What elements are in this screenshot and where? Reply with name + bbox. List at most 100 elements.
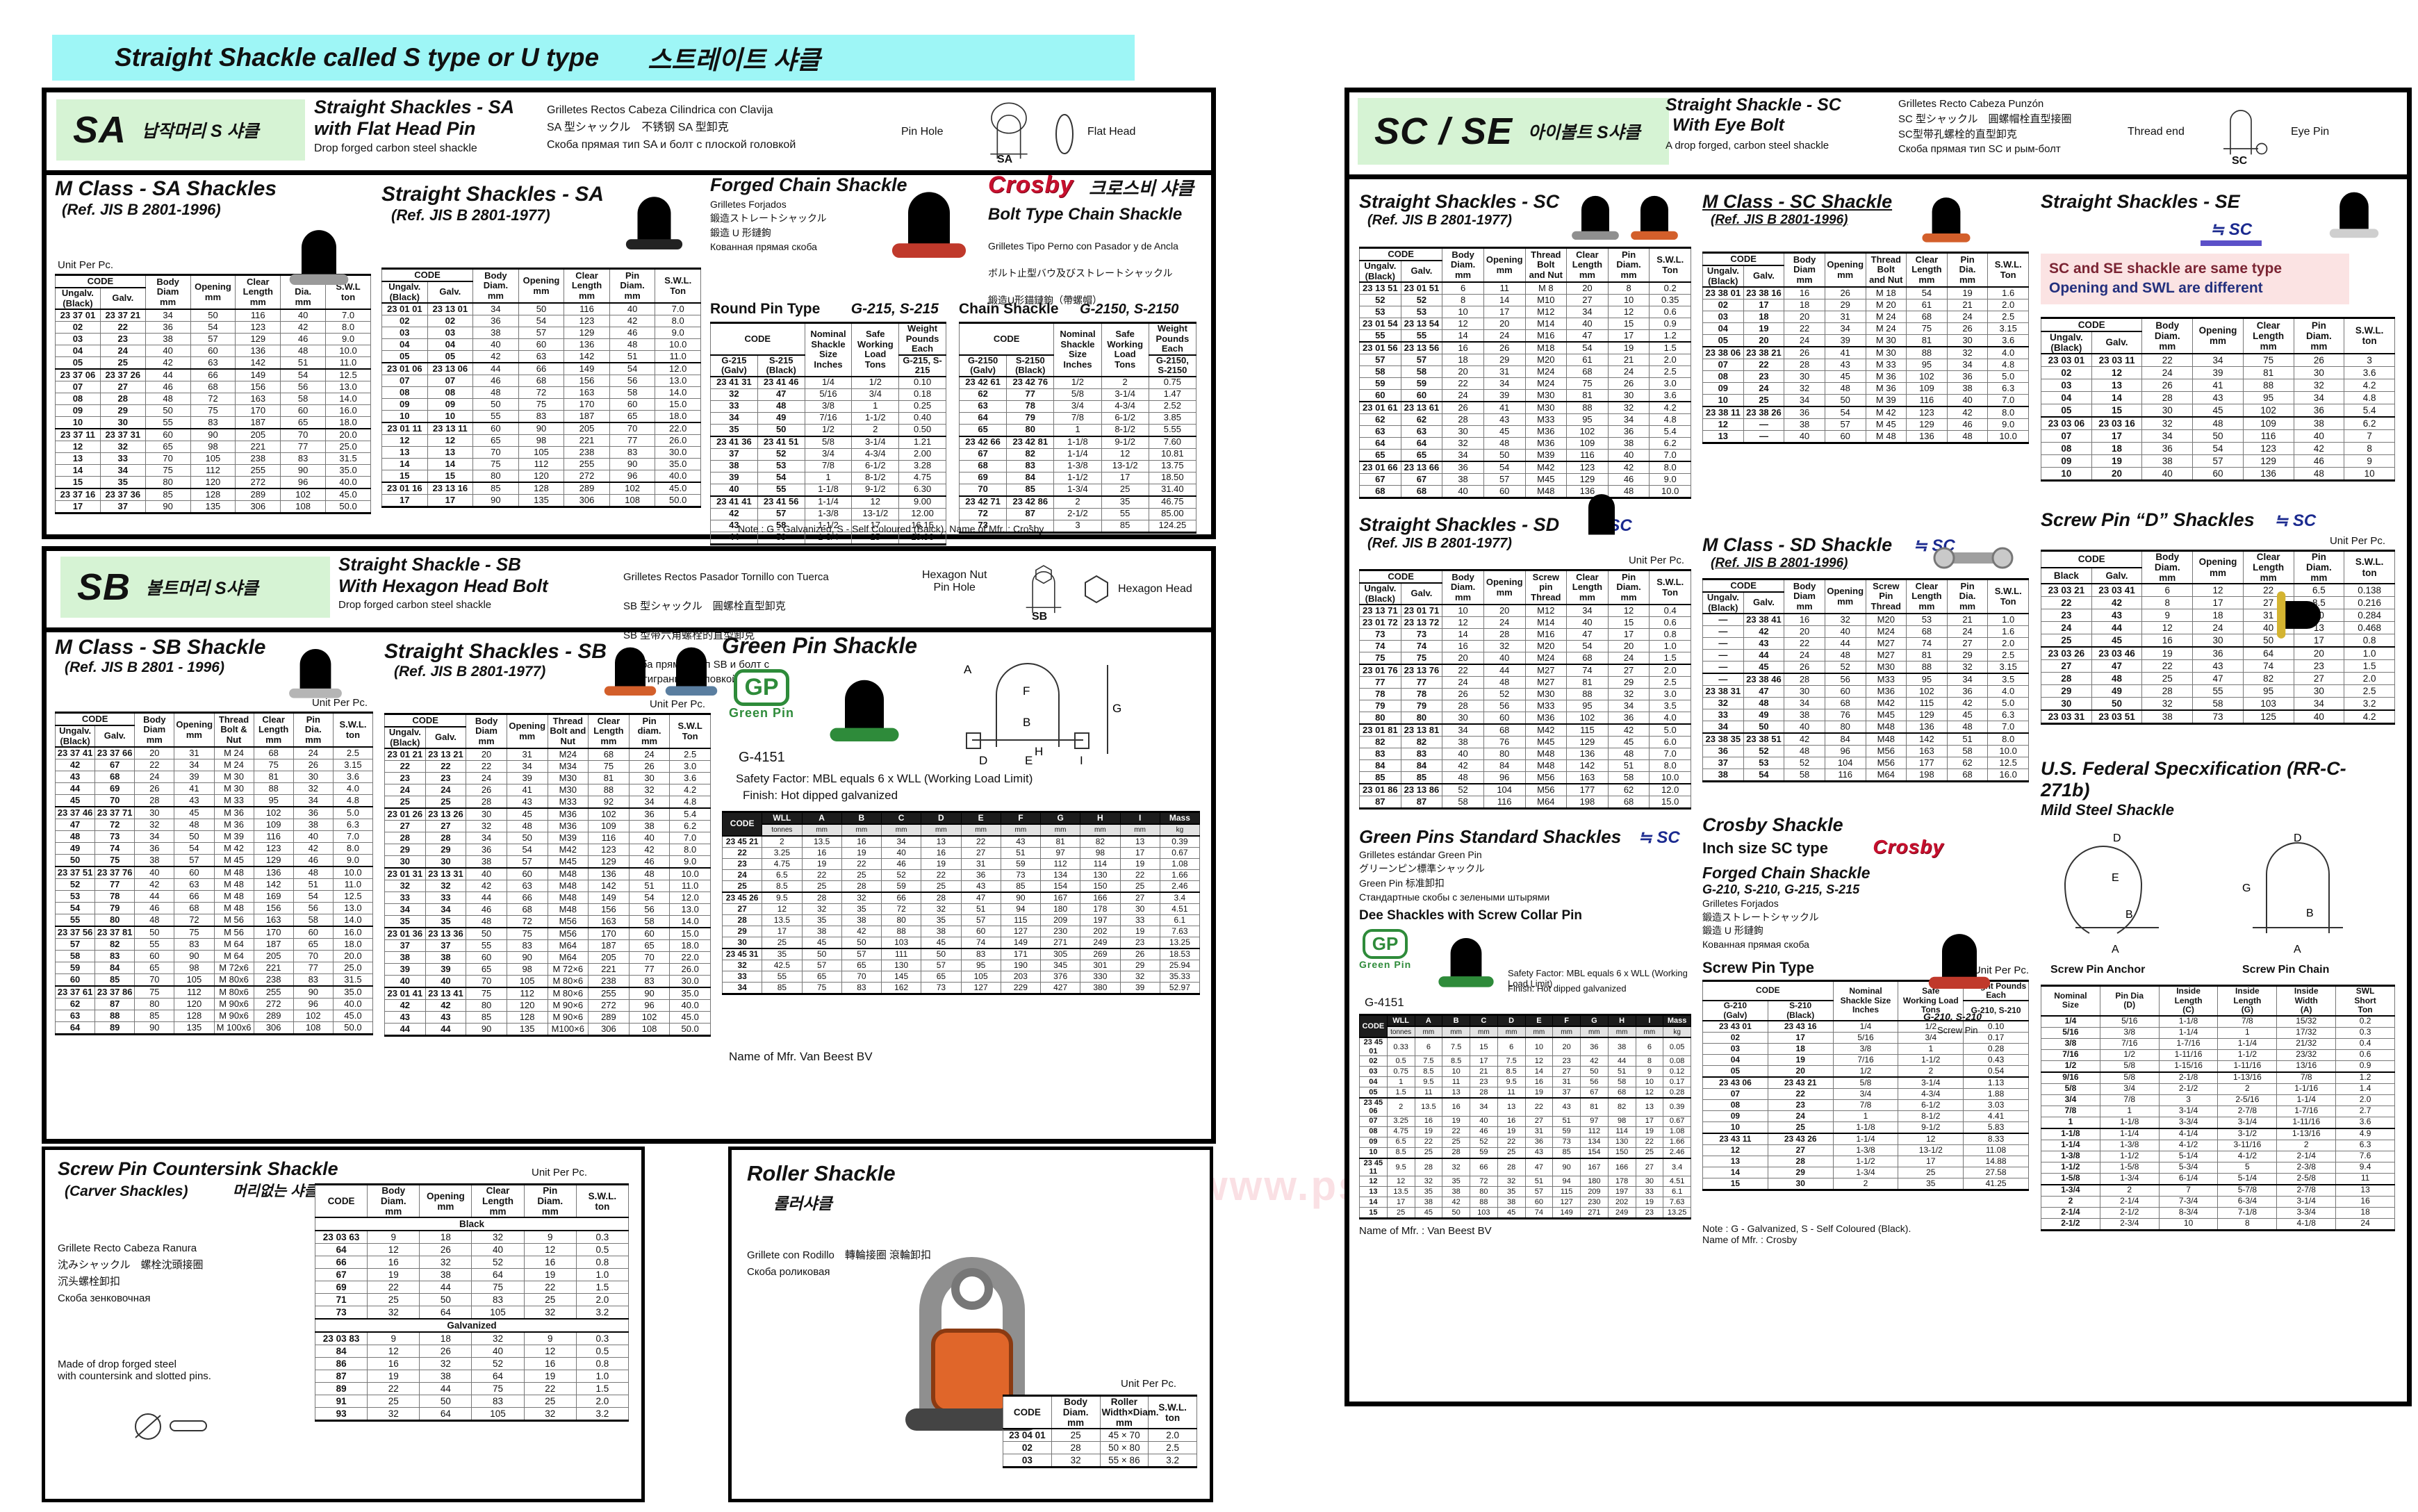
header-cell: Roller Width×Diam. mm (1099, 1395, 1159, 1430)
data-cell: 58 (1607, 1076, 1636, 1087)
data-cell: 50 (1580, 1066, 1609, 1077)
data-cell: 32 (1414, 1176, 1443, 1188)
data-cell: 1.4 (2335, 1083, 2395, 1095)
data-cell: 3.0 (1649, 688, 1691, 701)
data-cell: 28 (1442, 413, 1484, 427)
data-cell: 30 (2293, 365, 2345, 379)
data-cell: 7.5 (1442, 1037, 1470, 1057)
data-cell: 43 (1483, 413, 1526, 427)
data-cell: 13 (381, 446, 428, 459)
header-cell: Body Diam. mm (1051, 1395, 1101, 1430)
data-cell: 38 (628, 820, 671, 833)
data-cell: 82 (1080, 835, 1121, 848)
data-cell: — (1702, 637, 1744, 650)
data-cell: 32 (471, 1230, 525, 1244)
data-cell: 2 (762, 835, 803, 848)
data-cell: 149 (1552, 1207, 1581, 1219)
data-cell: M 64 (213, 950, 254, 963)
data-cell: 23 (1552, 1055, 1581, 1067)
data-cell: 42 (1607, 723, 1650, 737)
sb-mclass-table: CODE Body Diam mm Opening mm Thread Bolt & … (54, 712, 374, 1036)
data-cell: 58 (1784, 769, 1825, 782)
data-cell: 40 (1784, 430, 1825, 444)
header-cell: CODE (381, 268, 474, 282)
straight-sd-unit: Unit Per Pc. (1628, 554, 1684, 567)
data-cell: 10 (381, 410, 428, 423)
data-cell: 30.0 (655, 446, 701, 459)
data-cell: 20 (1607, 640, 1650, 653)
data-cell: 68 (1906, 311, 1948, 324)
data-cell: 134 (1039, 869, 1081, 881)
data-cell: 249 (1607, 1207, 1636, 1219)
header-cell: Clear Length mm (564, 268, 610, 304)
header-cell: mm (1414, 1026, 1443, 1039)
data-cell: 3-1/4 (1101, 388, 1149, 401)
data-cell: 81 (1039, 835, 1081, 848)
data-cell: 17 (1483, 306, 1526, 319)
data-cell: 142 (1906, 732, 1948, 746)
data-cell: 3-3/4 (2276, 1206, 2337, 1219)
data-cell: 60 (466, 951, 507, 964)
sa-diagram-flat-head-label: Flat Head (1087, 126, 1136, 138)
data-cell: 125 (2242, 709, 2294, 725)
data-cell: 64 (54, 1021, 96, 1035)
usfed-chain-D: D (2294, 832, 2302, 844)
data-cell: 26.0 (669, 963, 711, 976)
data-cell: 69 (94, 782, 135, 796)
data-cell: 64 (419, 1306, 472, 1320)
data-cell: 26 (419, 1243, 472, 1257)
data-cell: 05 (427, 350, 474, 363)
data-cell: 0.8 (575, 1357, 630, 1371)
data-cell: 84 (94, 962, 135, 975)
data-cell: 177 (1566, 783, 1609, 797)
data-cell: 50 (145, 404, 191, 418)
data-cell: 32 (1119, 971, 1160, 983)
crosby2-intl-zh: 鍛造 U 形鏈鉤 (1702, 925, 1763, 937)
data-cell: 5/8 (2099, 1071, 2160, 1084)
data-cell: 22 (841, 858, 882, 870)
data-cell: 5.55 (1148, 423, 1197, 437)
screw-pin-type-title: Screw Pin Type (1702, 958, 1814, 976)
data-cell: 85 (472, 482, 519, 495)
data-cell: 1-1/2 (2217, 1049, 2278, 1061)
header-cell: Galv. (99, 287, 146, 311)
data-cell: 16 (841, 835, 882, 848)
header-cell: S.W.L. ton (575, 1184, 630, 1219)
data-cell: 84 (1824, 732, 1866, 746)
data-cell: 57 (1824, 418, 1866, 432)
data-cell: 24 (2335, 1217, 2395, 1231)
data-cell: 25 (384, 796, 426, 809)
crosby-korean: 크로스비 샤클 (1089, 178, 1194, 199)
data-cell: 16 (1414, 1115, 1443, 1127)
data-cell: 23 38 35 (1702, 732, 1744, 746)
data-cell: 26 (1824, 286, 1866, 300)
sb-title2: With Hexagon Head Bolt (338, 575, 548, 596)
data-cell: 35 (801, 914, 842, 926)
data-cell: 64 (958, 411, 1008, 425)
data-cell: 4-1/2 (2158, 1139, 2219, 1151)
data-cell: 68 (518, 375, 565, 388)
data-cell: 8-1/2 (851, 471, 900, 484)
data-cell: 3-1/4 (2158, 1105, 2219, 1117)
countersink-sub-row: (Carver Shackles) 머리없는 샤클 (65, 1180, 641, 1201)
data-cell: 50 (466, 927, 507, 941)
header-cell: WLL (1386, 1014, 1415, 1028)
data-cell: M 100x6 (213, 1021, 254, 1035)
data-cell: 178 (1607, 1176, 1636, 1188)
header-cell: CODE (1359, 1014, 1388, 1039)
screw-pin-d-table: CODE Body Diam. mm Opening mm Clear Length … (2040, 549, 2395, 725)
header-cell: F (1552, 1014, 1581, 1028)
data-cell: 306 (253, 1021, 294, 1035)
data-cell: 96 (1483, 771, 1526, 784)
data-cell: 43 (960, 880, 1001, 893)
data-cell: 230 (1039, 926, 1081, 937)
data-cell: 2.00 (898, 447, 946, 461)
usfed-anchor-diagram: D E B A (2064, 832, 2159, 955)
data-cell: 123 (235, 321, 281, 334)
data-cell: 19 (1946, 286, 1989, 300)
data-cell: 9.0 (1649, 473, 1691, 486)
data-cell: 45 × 70 (1099, 1428, 1149, 1443)
data-cell: 23 01 54 (1359, 318, 1401, 331)
data-cell: 1-15/16 (2158, 1060, 2219, 1073)
data-cell: 23 01 01 (381, 302, 428, 316)
